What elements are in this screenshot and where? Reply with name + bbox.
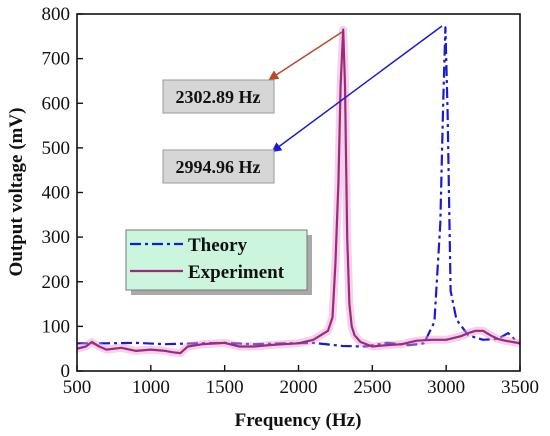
y-tick-label: 700 — [42, 49, 71, 70]
legend: Theory Experiment — [125, 229, 312, 295]
y-tick-label: 800 — [42, 4, 71, 25]
x-axis: 500 1000 1500 2000 2500 3000 3500 — [63, 365, 539, 398]
y-tick-label: 0 — [61, 361, 71, 382]
series-line-experiment — [76, 28, 521, 355]
x-tick-label: 3000 — [427, 377, 465, 398]
x-tick-label: 2000 — [280, 377, 318, 398]
y-axis: 0 100 200 300 400 500 600 700 800 — [42, 4, 83, 382]
series-layer — [76, 25, 521, 358]
x-axis-title: Frequency (Hz) — [235, 410, 362, 431]
annotation-label-theory: 2994.96 Hz — [176, 157, 261, 177]
annotation-label-experiment: 2302.89 Hz — [176, 87, 261, 107]
y-tick-label: 300 — [42, 227, 71, 248]
legend-label-experiment: Experiment — [188, 262, 285, 283]
x-tick-label: 500 — [63, 377, 92, 398]
legend-label-theory: Theory — [188, 235, 248, 256]
annotation-theory-peak: 2994.96 Hz — [162, 25, 443, 184]
x-tick-label: 3500 — [501, 377, 539, 398]
x-tick-label: 2500 — [353, 377, 391, 398]
y-tick-label: 600 — [42, 93, 71, 114]
annotation-arrow-theory — [271, 25, 443, 153]
plot-frame — [76, 13, 521, 372]
series-line-theory — [77, 26, 521, 348]
annotation-box-experiment — [162, 79, 275, 114]
annotation-experiment-peak: 2302.89 Hz — [162, 31, 343, 114]
annotation-arrow-experiment — [268, 31, 343, 81]
legend-box — [125, 229, 308, 291]
y-tick-label: 200 — [42, 272, 71, 293]
y-axis-title: Output voltage (mV) — [6, 108, 27, 277]
x-tick-label: 1000 — [132, 377, 170, 398]
series-line-experiment-halo — [76, 25, 521, 358]
y-tick-label: 400 — [42, 183, 71, 204]
x-tick-label: 1500 — [206, 377, 244, 398]
y-tick-label: 500 — [42, 138, 71, 159]
y-tick-label: 100 — [42, 316, 71, 337]
annotation-box-theory — [162, 149, 275, 184]
